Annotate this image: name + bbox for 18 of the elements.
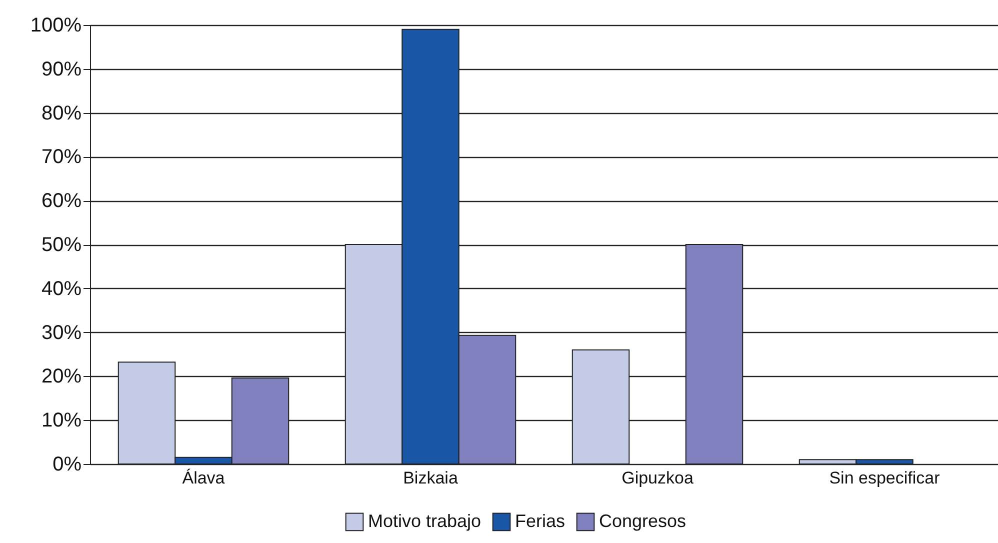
y-tick-label: 60%: [41, 190, 82, 212]
y-tick-label: 50%: [41, 234, 82, 256]
y-tick-label: 40%: [41, 278, 82, 300]
y-tick-label: 100%: [30, 14, 82, 36]
x-tick-label: Álava: [182, 468, 226, 488]
y-tick-label: 30%: [41, 322, 82, 344]
y-tick-label: 0%: [52, 454, 82, 476]
x-tick-label: Gipuzkoa: [622, 468, 694, 488]
x-tick-label: Bizkaia: [403, 468, 458, 488]
legend-label: Motivo trabajo: [368, 510, 482, 531]
y-tick-label: 70%: [41, 146, 82, 168]
y-tick-label: 80%: [41, 102, 82, 124]
y-tick-label: 90%: [41, 58, 82, 80]
y-tick-label: 10%: [41, 410, 82, 432]
legend-label: Congresos: [599, 510, 686, 531]
legend-label: Ferias: [515, 510, 566, 531]
y-tick-label: 20%: [41, 366, 82, 388]
x-tick-label: Sin especificar: [829, 468, 940, 488]
